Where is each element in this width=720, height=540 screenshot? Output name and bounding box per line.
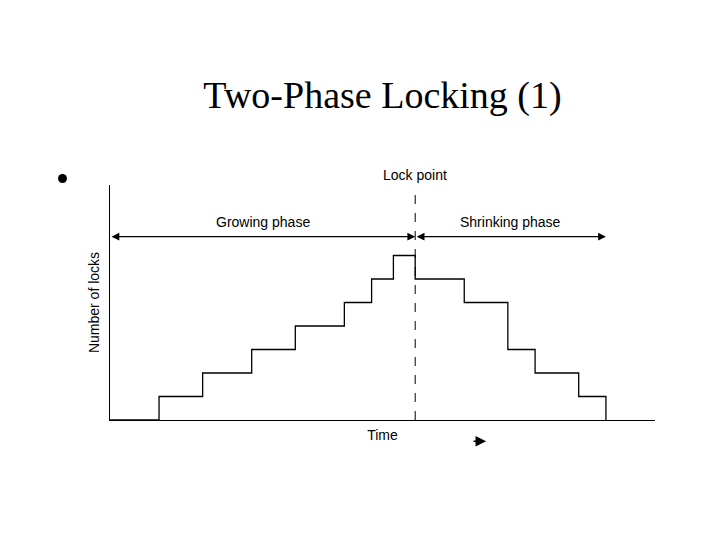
svg-text:Time: Time [367,427,398,443]
svg-text:Growing phase: Growing phase [216,214,310,230]
svg-text:Number of locks: Number of locks [86,252,102,353]
svg-text:Shrinking phase: Shrinking phase [460,214,561,230]
svg-text:Two-Phase Locking (1): Two-Phase Locking (1) [203,74,561,117]
svg-text:Lock point: Lock point [383,167,447,183]
